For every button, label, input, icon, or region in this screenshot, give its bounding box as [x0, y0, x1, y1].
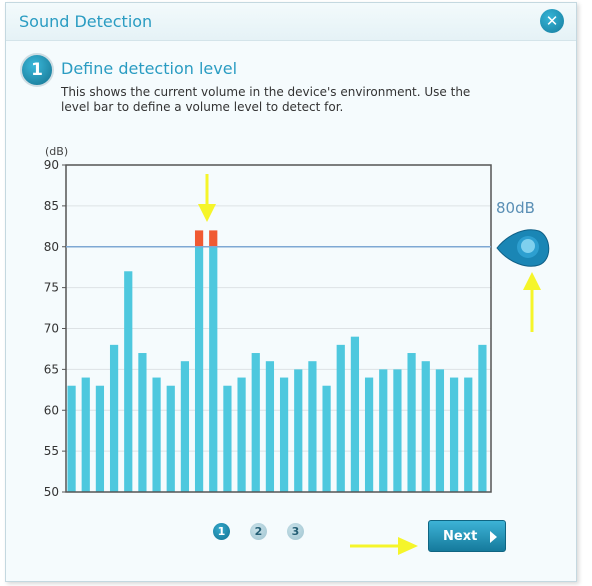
volume-bar: [379, 369, 388, 492]
volume-bar: [209, 246, 218, 492]
y-tick-label: 50: [44, 485, 59, 499]
volume-bar: [152, 377, 161, 492]
chart-bars: [67, 230, 487, 492]
y-tick-label: 90: [44, 158, 59, 172]
volume-bar: [294, 369, 303, 492]
dialog-titlebar: Sound Detection ✕: [6, 3, 576, 41]
volume-bar: [194, 246, 204, 492]
volume-bar: [138, 353, 147, 492]
annotation-arrow-right-icon: [350, 537, 418, 555]
plot-frame: [65, 164, 492, 493]
step-number-badge: 1: [20, 53, 54, 87]
volume-bar: [322, 385, 331, 492]
y-tick-label: 65: [44, 362, 59, 376]
y-tick-label: 80: [44, 240, 59, 254]
volume-bar: [223, 385, 232, 492]
page-dot-3[interactable]: 3: [287, 523, 304, 540]
y-tick-label: 55: [44, 444, 59, 458]
volume-bar: [237, 377, 246, 492]
section-title: Define detection level: [61, 59, 238, 78]
volume-bar: [449, 377, 459, 492]
page-dot-1[interactable]: 1: [213, 523, 230, 540]
volume-bar: [478, 344, 487, 492]
y-tick-label: 75: [44, 281, 59, 295]
annotation-arrow-down-icon: [198, 174, 216, 222]
volume-bar: [81, 377, 90, 492]
next-button[interactable]: Next: [428, 520, 506, 552]
volume-bar: [464, 377, 473, 492]
volume-bar: [279, 377, 289, 492]
volume-bar-exceed: [194, 230, 204, 247]
y-tick-label: 70: [44, 322, 59, 336]
volume-bar: [124, 271, 133, 492]
volume-bar: [180, 361, 190, 492]
volume-bar: [166, 385, 175, 492]
volume-bar-exceed: [209, 230, 218, 247]
volume-bar: [350, 336, 360, 492]
dialog-title: Sound Detection: [19, 12, 153, 31]
level-readout: 80dB: [496, 199, 535, 217]
section-description: This shows the current volume in the dev…: [61, 85, 471, 114]
volume-bar: [421, 361, 430, 492]
volume-bar: [364, 377, 374, 492]
volume-bar: [393, 369, 402, 492]
chevron-right-icon: [490, 531, 497, 543]
y-tick-label: 60: [44, 403, 59, 417]
volume-bar: [109, 344, 119, 492]
volume-bar: [251, 353, 260, 492]
chart-unit-label: (dB): [45, 145, 68, 158]
volume-bar: [67, 385, 76, 492]
volume-bar: [308, 361, 317, 492]
volume-bar: [435, 369, 445, 492]
volume-bar: [95, 385, 105, 492]
y-axis-ticks: 50 55 60 65 70 75 80 85 90: [44, 158, 66, 499]
volume-bar: [407, 353, 416, 492]
page-dot-2[interactable]: 2: [250, 523, 267, 540]
next-button-label: Next: [443, 529, 478, 544]
y-tick-label: 85: [44, 199, 59, 213]
volume-bar: [336, 344, 345, 492]
close-icon[interactable]: ✕: [540, 9, 564, 33]
annotation-arrow-up-icon: [523, 272, 541, 332]
level-handle-icon[interactable]: [495, 227, 553, 269]
volume-bar: [265, 361, 275, 492]
